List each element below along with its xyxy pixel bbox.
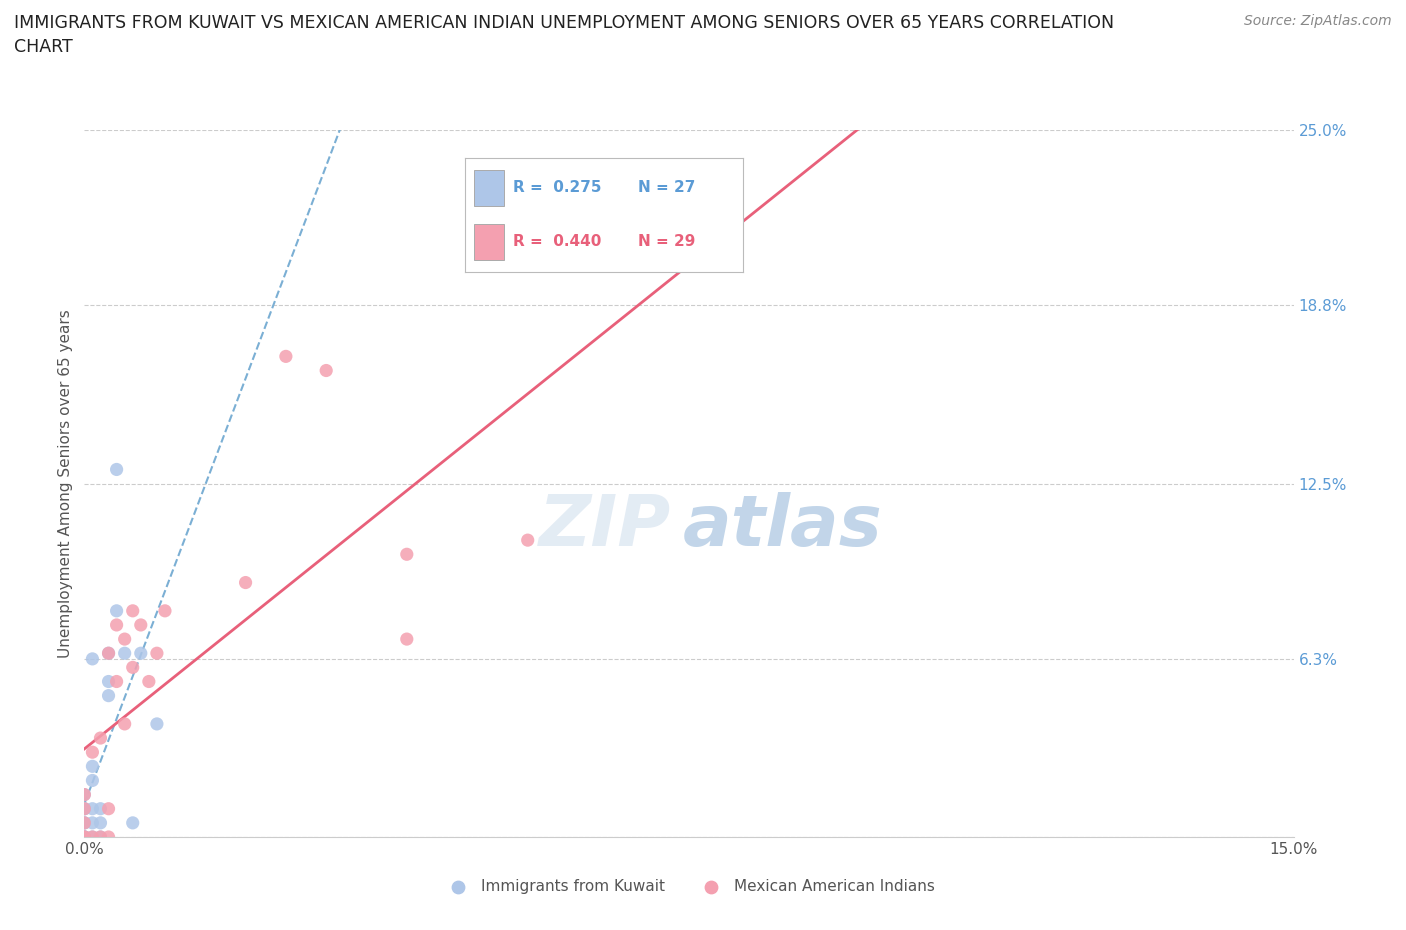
Point xyxy=(89,802,111,817)
Text: Source: ZipAtlas.com: Source: ZipAtlas.com xyxy=(1244,14,1392,28)
Point xyxy=(82,759,104,774)
Point xyxy=(516,533,538,548)
Point xyxy=(82,830,104,844)
Point xyxy=(97,645,120,660)
Point xyxy=(82,773,104,788)
Text: ZIP: ZIP xyxy=(538,492,671,561)
Point xyxy=(73,816,96,830)
Point xyxy=(105,674,128,689)
Point xyxy=(235,575,257,590)
Point xyxy=(73,787,96,802)
Text: IMMIGRANTS FROM KUWAIT VS MEXICAN AMERICAN INDIAN UNEMPLOYMENT AMONG SENIORS OVE: IMMIGRANTS FROM KUWAIT VS MEXICAN AMERIC… xyxy=(14,14,1114,56)
Point xyxy=(315,363,337,378)
Legend: Immigrants from Kuwait, Mexican American Indians: Immigrants from Kuwait, Mexican American… xyxy=(437,873,941,900)
Point xyxy=(73,830,96,844)
Point xyxy=(82,816,104,830)
Point xyxy=(153,604,176,618)
Point xyxy=(138,674,160,689)
Point xyxy=(73,802,96,817)
Point xyxy=(97,802,120,817)
Point xyxy=(73,787,96,802)
Point xyxy=(82,745,104,760)
Point xyxy=(146,716,169,731)
Point xyxy=(73,802,96,817)
Point xyxy=(73,830,96,844)
Point xyxy=(82,830,104,844)
Point xyxy=(146,645,169,660)
Point xyxy=(678,236,700,251)
Point xyxy=(89,816,111,830)
Point xyxy=(97,688,120,703)
Point xyxy=(105,618,128,632)
Point xyxy=(73,830,96,844)
Point xyxy=(114,645,136,660)
Point xyxy=(89,731,111,746)
Point xyxy=(73,830,96,844)
Point xyxy=(73,816,96,830)
Point xyxy=(73,830,96,844)
Point xyxy=(82,651,104,666)
Point xyxy=(89,830,111,844)
Text: atlas: atlas xyxy=(683,492,883,561)
Y-axis label: Unemployment Among Seniors over 65 years: Unemployment Among Seniors over 65 years xyxy=(58,309,73,658)
Point xyxy=(73,830,96,844)
Point xyxy=(89,830,111,844)
Point xyxy=(82,802,104,817)
Point xyxy=(114,716,136,731)
Point xyxy=(97,830,120,844)
Point xyxy=(129,645,152,660)
Point xyxy=(97,645,120,660)
Point xyxy=(97,674,120,689)
Point xyxy=(395,547,418,562)
Point xyxy=(274,349,297,364)
Point xyxy=(121,604,143,618)
Point xyxy=(73,816,96,830)
Point xyxy=(129,618,152,632)
Point xyxy=(114,631,136,646)
Point xyxy=(121,816,143,830)
Point xyxy=(121,660,143,675)
Point xyxy=(395,631,418,646)
Point xyxy=(105,604,128,618)
Point xyxy=(73,802,96,817)
Point xyxy=(105,462,128,477)
